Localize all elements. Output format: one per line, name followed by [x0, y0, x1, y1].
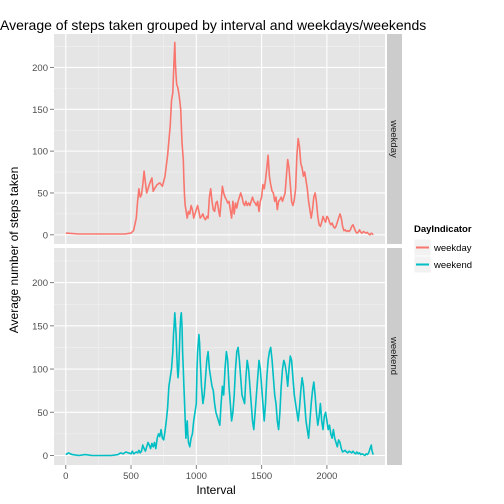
chart-title: Average of steps taken grouped by interv… [0, 17, 426, 33]
strip-weekday [387, 34, 402, 244]
y-tick-label: 150 [32, 321, 48, 332]
panel-weekend: weekend [54, 248, 402, 465]
x-axis-title: Interval [196, 483, 235, 497]
panel-weekday-series [65, 41, 374, 236]
y-axis-title: Average number of steps taken [7, 167, 21, 334]
legend-label-weekday: weekday [433, 243, 472, 254]
x-tick-label: 500 [123, 471, 139, 482]
y-tick-label: 200 [32, 63, 48, 74]
legend-title: DayIndicator [414, 224, 472, 235]
y-tick-label: 200 [32, 278, 48, 289]
legend-label-weekend: weekend [433, 260, 472, 271]
y-tick-label: 0 [43, 230, 48, 241]
y-tick-label: 0 [43, 451, 48, 462]
y-tick-label: 50 [37, 188, 48, 199]
panel-weekend-series [65, 312, 374, 457]
y-tick-label: 50 [37, 408, 48, 419]
panel-weekday-background [54, 34, 385, 244]
x-tick-label: 1500 [251, 471, 272, 482]
x-axis-ticks: 0 500 1000 1500 2000 [63, 465, 337, 482]
panel-weekend-grid [54, 248, 385, 465]
y-tick-label: 150 [32, 105, 48, 116]
strip-weekend [387, 248, 402, 465]
panel-weekday-grid [54, 34, 385, 244]
x-tick-label: 1000 [186, 471, 207, 482]
strip-weekday-label: weekday [388, 119, 399, 158]
strip-weekend-label: weekend [388, 336, 399, 375]
y-tick-label: 100 [32, 365, 48, 376]
y-axis-ticks: 0 50 100 150 200 0 50 100 150 200 [32, 63, 54, 462]
x-tick-label: 2000 [316, 471, 337, 482]
x-tick-label: 0 [63, 471, 68, 482]
panel-weekday: weekday [54, 34, 402, 244]
legend: DayIndicator weekday weekend [413, 224, 472, 274]
series-line-weekend [65, 312, 374, 457]
series-line-weekday [65, 41, 374, 236]
y-tick-label: 100 [32, 147, 48, 158]
panel-weekend-background [54, 248, 385, 465]
